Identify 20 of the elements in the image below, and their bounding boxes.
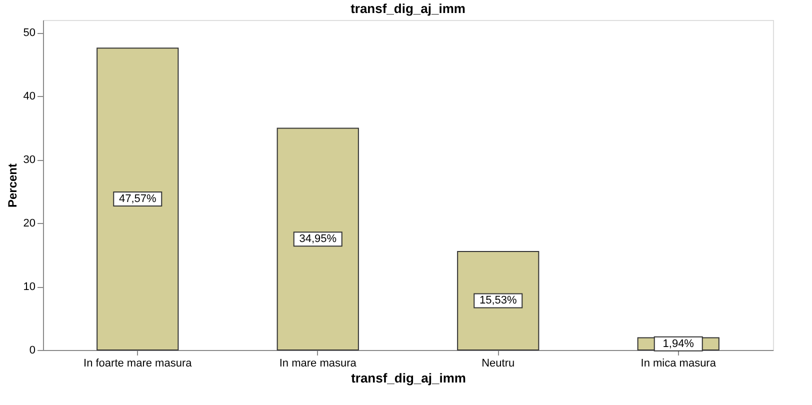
bar (96, 48, 179, 350)
y-tick-label: 30 (23, 154, 36, 166)
x-axis-title: transf_dig_aj_imm (351, 370, 466, 386)
bar (457, 250, 540, 350)
y-tick-label: 0 (29, 344, 36, 356)
x-tick-label: In mare masura (279, 358, 358, 370)
data-label: 15,53% (479, 294, 517, 307)
y-tick-label: 40 (23, 90, 36, 103)
bar (276, 128, 359, 350)
data-label: 34,95% (299, 233, 337, 246)
y-tick-label: 10 (23, 281, 36, 294)
x-tick-label: Neutru (482, 358, 515, 370)
chart-title: transf_dig_aj_imm (350, 1, 466, 16)
y-tick-label: 20 (23, 218, 36, 230)
x-tick-label: In mica masura (640, 358, 717, 370)
y-tick-label: 50 (23, 27, 36, 40)
data-label: 1,94% (662, 338, 694, 350)
y-axis-title: Percent (5, 163, 20, 208)
x-tick-label: In foarte mare masura (84, 358, 193, 370)
data-label: 47,57% (118, 193, 156, 206)
